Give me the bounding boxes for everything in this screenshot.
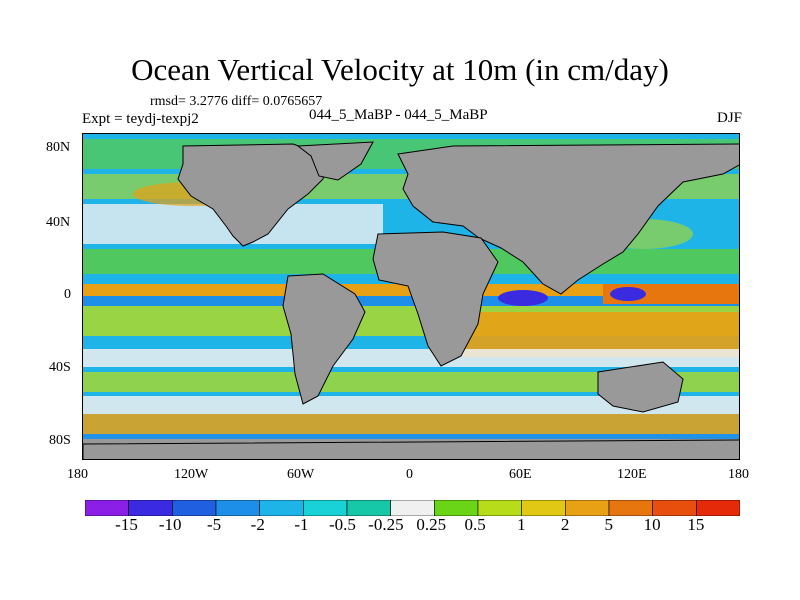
colorbar-label: 0.5: [464, 515, 486, 534]
colorbar-swatch: [565, 500, 610, 516]
colorbar-label: -10: [158, 515, 182, 534]
colorbar-swatch: [346, 500, 391, 516]
colorbar-label: 5: [604, 515, 614, 534]
colorbar-label: 2: [560, 515, 570, 534]
lon-label-120w: 120W: [174, 467, 209, 482]
colorbar-label: -15: [115, 515, 138, 534]
colorbar-swatch: [608, 500, 653, 516]
stats-text: rmsd= 3.2776 diff= 0.0765657: [150, 94, 323, 109]
colorbar-label: 1: [517, 515, 526, 534]
colorbar-swatch: [85, 500, 129, 516]
colorbar-swatch: [652, 500, 697, 516]
map-plot-area: [82, 133, 740, 460]
colorbar-swatch: [303, 500, 348, 516]
lon-label-120e: 120E: [617, 467, 647, 482]
season-label: DJF: [716, 110, 742, 126]
colorbar-label: -0.5: [329, 515, 356, 534]
lat-label-40s: 40S: [49, 360, 71, 375]
map-title: Ocean Vertical Velocity at 10m (in cm/da…: [131, 52, 669, 87]
lon-label-180w: 180: [67, 467, 88, 482]
colorbar: [85, 500, 740, 516]
colorbar-label: -2: [250, 515, 265, 534]
lon-label-180e: 180: [728, 467, 749, 482]
land-masses: [83, 141, 739, 459]
colorbar-swatch: [521, 500, 566, 516]
colorbar-label: -1: [294, 515, 309, 534]
colorbar-label: -0.25: [368, 515, 404, 534]
lon-label-60e: 60E: [509, 467, 532, 482]
colorbar-label: -5: [207, 515, 222, 534]
lat-label-80s: 80S: [49, 433, 71, 448]
lon-label-0: 0: [406, 467, 413, 482]
lon-label-60w: 60W: [287, 467, 315, 482]
colorbar-swatch: [215, 500, 260, 516]
colorbar-swatch: [477, 500, 522, 516]
runs-label: 044_5_MaBP - 044_5_MaBP: [309, 107, 488, 123]
colorbar-swatch: [434, 500, 479, 516]
experiment-label: Expt = teydj-texpj2: [82, 111, 199, 127]
lat-label-0: 0: [64, 287, 71, 302]
lat-label-40n: 40N: [46, 215, 71, 230]
colorbar-label: 10: [643, 515, 661, 534]
colorbar-swatch: [696, 500, 740, 516]
colorbar-label: 0.25: [416, 515, 447, 534]
colorbar-swatch: [172, 500, 217, 516]
colorbar-swatch: [259, 500, 304, 516]
lat-label-80n: 80N: [46, 140, 71, 155]
colorbar-swatch: [128, 500, 173, 516]
colorbar-label: 15: [687, 515, 705, 534]
colorbar-swatch: [390, 500, 435, 516]
